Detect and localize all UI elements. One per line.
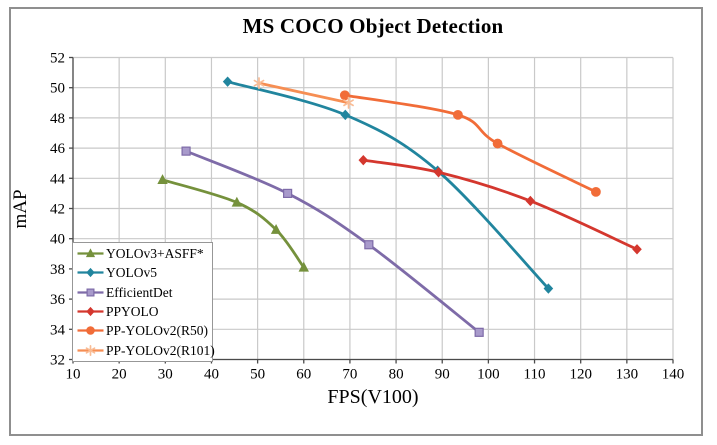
y-tick-label: 40 bbox=[50, 232, 65, 248]
y-tick-label: 36 bbox=[50, 292, 66, 308]
series-line-yolov3-asff bbox=[161, 178, 306, 269]
series-line-pp-yolov2-r50 bbox=[343, 93, 598, 194]
y-tick-label: 32 bbox=[50, 353, 65, 369]
legend-label-yolov5: YOLOv5 bbox=[106, 265, 157, 281]
legend-item-pp-yolov2-r101: PP-YOLOv2(R101) bbox=[76, 341, 215, 360]
x-tick-label: 30 bbox=[158, 367, 173, 383]
series-efficientdet bbox=[181, 146, 484, 337]
x-axis-title: FPS(V100) bbox=[327, 386, 419, 408]
x-tick-label: 70 bbox=[342, 367, 357, 383]
chart-title: MS COCO Object Detection bbox=[242, 14, 504, 38]
series-line-yolov5 bbox=[226, 80, 550, 290]
series-line-ppyolo bbox=[361, 158, 639, 251]
y-tick-label: 38 bbox=[50, 262, 65, 278]
y-tick-label: 46 bbox=[50, 141, 66, 157]
series-pp-yolov2-r50 bbox=[339, 90, 601, 197]
x-tick-label: 110 bbox=[524, 367, 546, 383]
series-yolov3-asff bbox=[157, 174, 309, 272]
y-tick-label: 44 bbox=[50, 171, 66, 187]
y-tick-label: 52 bbox=[50, 51, 65, 67]
x-tick-label: 50 bbox=[250, 367, 265, 383]
legend-marker-yolov3-asff bbox=[77, 248, 104, 258]
x-tick-label: 10 bbox=[66, 367, 81, 383]
x-tick-label: 130 bbox=[616, 367, 639, 383]
x-tick-label: 60 bbox=[296, 367, 311, 383]
series-ppyolo bbox=[358, 154, 642, 255]
x-tick-label: 80 bbox=[389, 367, 404, 383]
y-tick-label: 48 bbox=[50, 111, 65, 127]
legend-label-pp-yolov2-r50: PP-YOLOv2(R50) bbox=[106, 323, 209, 339]
y-tick-label: 42 bbox=[50, 202, 65, 218]
series-pp-yolov2-r101 bbox=[253, 77, 354, 109]
legend-item-efficientdet: EfficientDet bbox=[76, 283, 212, 302]
x-tick-label: 40 bbox=[204, 367, 219, 383]
legend-label-pp-yolov2-r101: PP-YOLOv2(R101) bbox=[106, 342, 215, 358]
y-tick-label: 50 bbox=[50, 81, 65, 97]
legend-item-ppyolo: PPYOLO bbox=[76, 302, 212, 321]
legend-label-yolov3-asff: YOLOv3+ASFF* bbox=[106, 245, 204, 261]
x-tick-label: 120 bbox=[569, 367, 592, 383]
legend-marker-pp-yolov2-r50 bbox=[77, 326, 104, 336]
x-tick-label: 20 bbox=[112, 367, 127, 383]
x-tick-label: 90 bbox=[435, 367, 450, 383]
series-line-pp-yolov2-r101 bbox=[257, 81, 350, 105]
legend-box: YOLOv3+ASFF* YOLOv5 EfficientDet PPYOLO PP-Y… bbox=[72, 242, 215, 362]
legend-label-efficientdet: EfficientDet bbox=[106, 284, 173, 300]
x-tick-label: 100 bbox=[477, 367, 500, 383]
legend-label-ppyolo: PPYOLO bbox=[106, 303, 159, 319]
legend-item-yolov3-asff: YOLOv3+ASFF* bbox=[76, 244, 212, 263]
legend-marker-efficientdet bbox=[77, 288, 104, 297]
legend-item-pp-yolov2-r50: PP-YOLOv2(R50) bbox=[76, 321, 212, 340]
legend-marker-ppyolo bbox=[77, 307, 104, 317]
y-axis-title: mAP bbox=[10, 189, 31, 229]
legend-marker-yolov5 bbox=[77, 268, 104, 278]
series-line-efficientdet bbox=[184, 149, 481, 334]
y-tick-label: 34 bbox=[50, 322, 66, 338]
x-tick-label: 140 bbox=[662, 367, 685, 383]
legend-item-yolov5: YOLOv5 bbox=[76, 263, 212, 282]
legend-marker-pp-yolov2-r101 bbox=[77, 344, 104, 356]
